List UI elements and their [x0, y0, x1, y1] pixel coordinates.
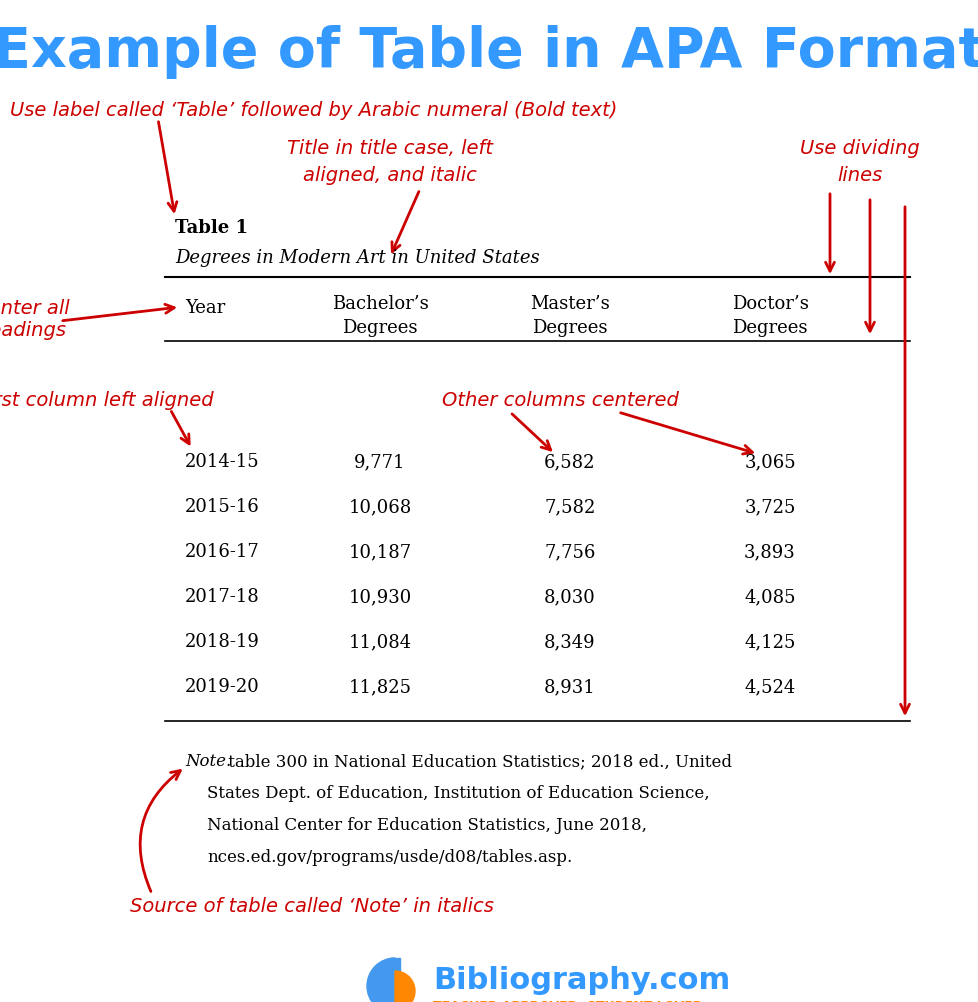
Text: Bibliography.com: Bibliography.com — [432, 966, 730, 995]
Text: Use dividing: Use dividing — [799, 138, 919, 157]
Text: 3,065: 3,065 — [743, 453, 795, 471]
Text: 8,931: 8,931 — [544, 677, 596, 695]
Wedge shape — [367, 958, 394, 1002]
Text: States Dept. of Education, Institution of Education Science,: States Dept. of Education, Institution o… — [206, 785, 709, 802]
Text: 4,085: 4,085 — [743, 587, 795, 605]
Text: lines: lines — [836, 165, 882, 184]
Text: 2018-19: 2018-19 — [185, 632, 259, 650]
Text: 2019-20: 2019-20 — [185, 677, 259, 695]
Text: 8,349: 8,349 — [544, 632, 596, 650]
Text: Doctor’s
Degrees: Doctor’s Degrees — [731, 295, 808, 337]
Text: TEACHER APPROVED. STUDENT LOVED.: TEACHER APPROVED. STUDENT LOVED. — [432, 1000, 707, 1002]
Text: 3,725: 3,725 — [743, 498, 795, 515]
Text: National Center for Education Statistics, June 2018,: National Center for Education Statistics… — [206, 817, 646, 834]
Text: 10,187: 10,187 — [348, 542, 411, 560]
FancyBboxPatch shape — [389, 958, 400, 986]
Text: 10,930: 10,930 — [348, 587, 411, 605]
Text: 2017-18: 2017-18 — [185, 587, 259, 605]
Text: 7,756: 7,756 — [544, 542, 595, 560]
Text: Degrees in Modern Art in United States: Degrees in Modern Art in United States — [175, 248, 539, 267]
Text: 2015-16: 2015-16 — [185, 498, 259, 515]
Text: 6,582: 6,582 — [544, 453, 596, 471]
Text: 4,524: 4,524 — [743, 677, 795, 695]
Text: Table 1: Table 1 — [175, 218, 247, 236]
Text: 2016-17: 2016-17 — [185, 542, 259, 560]
Text: Master’s
Degrees: Master’s Degrees — [529, 295, 609, 337]
Text: 11,825: 11,825 — [348, 677, 411, 695]
Text: 2014-15: 2014-15 — [185, 453, 259, 471]
Text: 11,084: 11,084 — [348, 632, 411, 650]
Text: 3,893: 3,893 — [743, 542, 795, 560]
Text: headings: headings — [0, 321, 67, 339]
Text: Example of Table in APA Format: Example of Table in APA Format — [0, 25, 978, 79]
Text: table 300 in National Education Statistics; 2018 ed., United: table 300 in National Education Statisti… — [223, 753, 732, 770]
Text: 7,582: 7,582 — [544, 498, 595, 515]
Text: Title in title case, left: Title in title case, left — [287, 138, 493, 157]
Text: 8,030: 8,030 — [544, 587, 596, 605]
Text: Source of table called ‘Note’ in italics: Source of table called ‘Note’ in italics — [130, 897, 493, 916]
Text: Center all: Center all — [0, 299, 69, 318]
Text: Bachelor’s
Degrees: Bachelor’s Degrees — [332, 295, 428, 337]
Text: First column left aligned: First column left aligned — [0, 390, 213, 409]
Text: Other columns centered: Other columns centered — [441, 390, 678, 409]
Text: 4,125: 4,125 — [743, 632, 795, 650]
Text: Note.: Note. — [185, 753, 231, 770]
Text: Use label called ‘Table’ followed by Arabic numeral (Bold text): Use label called ‘Table’ followed by Ara… — [10, 100, 617, 119]
Text: nces.ed.gov/programs/usde/d08/tables.asp.: nces.ed.gov/programs/usde/d08/tables.asp… — [206, 849, 572, 866]
Wedge shape — [394, 971, 415, 1002]
Text: aligned, and italic: aligned, and italic — [303, 165, 476, 184]
Text: 10,068: 10,068 — [348, 498, 411, 515]
Text: Year: Year — [185, 299, 225, 317]
Text: 9,771: 9,771 — [354, 453, 405, 471]
